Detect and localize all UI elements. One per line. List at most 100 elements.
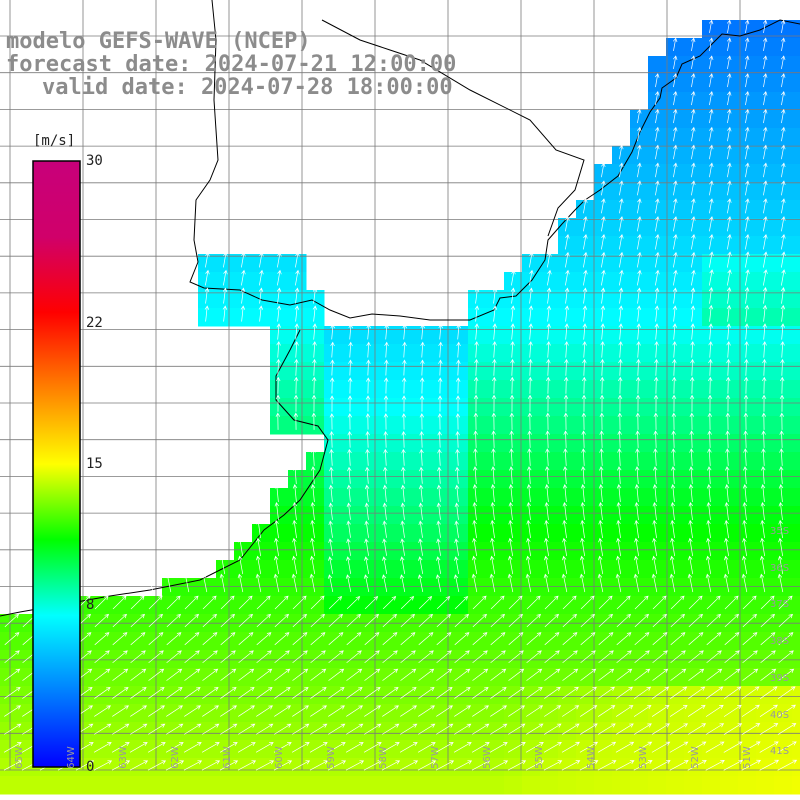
wind-arrow [655,198,660,214]
wind-speed-cell [540,488,559,507]
wind-speed-cell [612,326,631,345]
wind-arrow [544,537,549,557]
wind-arrow [709,234,714,250]
wind-speed-cell [486,398,505,417]
wind-speed-cell [666,578,685,597]
wind-arrow [545,376,551,394]
wind-arrow [382,687,399,699]
wind-arrow [346,538,351,556]
wind-speed-cell [450,362,469,381]
wind-arrow [528,287,534,304]
wind-arrow [564,323,569,340]
wind-arrow [672,287,678,304]
wind-speed-cell [612,506,631,525]
wind-speed-cell [486,362,505,381]
wind-speed-cell [648,290,667,309]
wind-speed-cell [540,560,559,579]
wind-arrow [366,359,371,376]
wind-arrow [222,287,228,304]
wind-speed-cell [306,506,325,525]
wind-speed-cell [666,326,685,345]
wind-arrow [745,108,750,124]
wind-speed-cell [576,452,595,471]
forecast-date: forecast date: 2024-07-21 12:00:00 [6,52,457,77]
wind-arrow [652,668,669,681]
wind-arrow [745,144,750,160]
wind-arrow [654,305,660,322]
wind-arrow [274,537,279,557]
wind-speed-cell [288,542,307,561]
wind-speed-cell [468,344,487,363]
wind-speed-cell [630,560,649,579]
wind-arrow [725,448,730,466]
wind-speed-cell [306,398,325,417]
wind-arrow [709,73,714,88]
wind-arrow [706,613,721,628]
wind-speed-cell [378,542,397,561]
wind-arrow [471,723,490,735]
wind-arrow [723,741,743,753]
wind-arrow [295,269,300,286]
wind-speed-cell [702,434,721,453]
wind-arrow [472,613,487,628]
wind-arrow [258,287,264,304]
wind-speed-cell [306,452,325,471]
wind-speed-cell [450,524,469,543]
wind-arrow [545,466,550,484]
wind-arrow [345,760,365,771]
wind-arrow [725,376,731,394]
wind-arrow [508,519,513,539]
wind-speed-cell [522,470,541,489]
wind-arrow [781,216,786,232]
wind-speed-cell [450,416,469,435]
wind-arrow [347,466,352,484]
wind-arrow [777,723,797,735]
wind-speed-cell [792,560,800,579]
wind-arrow [598,537,603,557]
wind-arrow [274,687,291,699]
wind-speed-cell [756,182,775,201]
wind-arrow [238,613,253,628]
wind-speed-cell [702,308,721,327]
wind-speed-cell [666,560,685,579]
wind-arrow [527,448,532,466]
wind-arrow [600,358,605,376]
wind-arrow [312,305,318,322]
wind-arrow [653,448,658,466]
wind-speed-cell [414,776,433,795]
wind-arrow [436,668,453,681]
latitude-label: 37S [770,599,790,611]
wind-arrow [526,537,531,557]
longitude-label: 57W [429,746,441,769]
wind-arrow [382,484,388,502]
wind-arrow [489,573,496,593]
wind-speed-cell [504,380,523,399]
wind-arrow [723,759,743,771]
wind-speed-cell [684,434,703,453]
wind-arrow [310,595,325,610]
wind-arrow [312,323,317,340]
wind-arrow [760,519,765,539]
wind-speed-cell [324,776,343,795]
wind-arrow [436,484,442,502]
wind-arrow [205,269,210,286]
wind-speed-cell [360,398,379,417]
wind-speed-cell [504,362,523,381]
wind-arrow [652,519,657,539]
wind-arrow [727,162,732,178]
wind-speed-cell [414,524,433,543]
wind-arrow [292,705,309,717]
wind-speed-cell [666,146,685,165]
wind-arrow [653,466,658,484]
wind-speed-cell [612,578,631,597]
wind-speed-cell [630,236,649,255]
wind-arrow [204,287,210,304]
wind-arrow [474,358,479,376]
wind-arrow [511,269,516,286]
latitude-label: 39S [770,672,790,684]
wind-arrow [507,573,514,593]
wind-arrow [240,287,246,304]
wind-arrow [615,760,635,771]
wind-speed-cell [666,290,685,309]
wind-speed-cell [684,488,703,507]
